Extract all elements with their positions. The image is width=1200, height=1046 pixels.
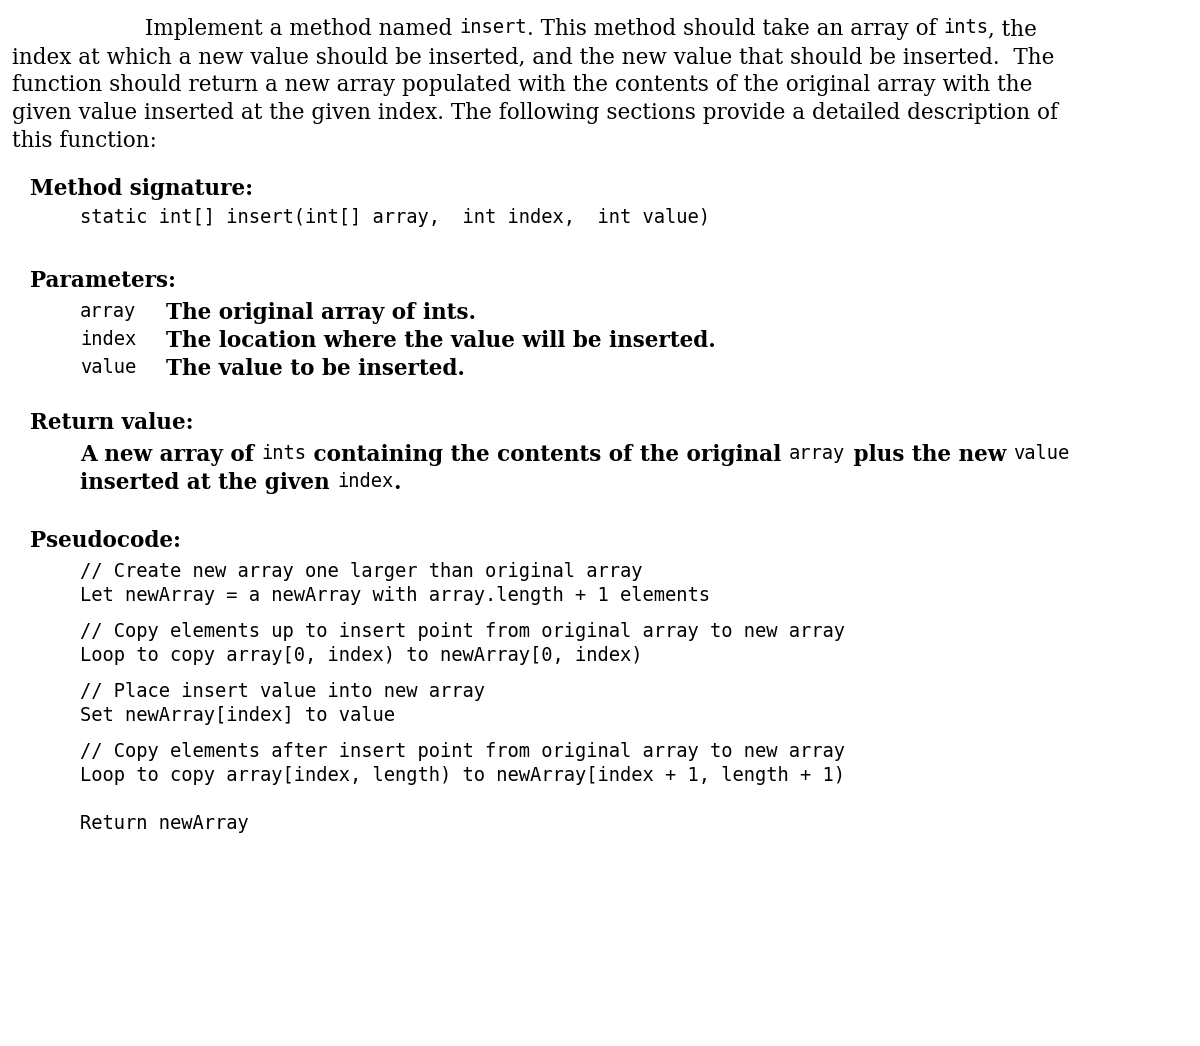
Text: inserted at the given: inserted at the given — [80, 472, 337, 494]
Text: Implement a method named: Implement a method named — [145, 18, 460, 40]
Text: Loop to copy array[index, length) to newArray[index + 1, length + 1): Loop to copy array[index, length) to new… — [80, 766, 845, 784]
Text: , the: , the — [988, 18, 1037, 40]
Text: containing the contents of the original: containing the contents of the original — [306, 444, 790, 467]
Text: ints: ints — [262, 444, 306, 463]
Text: Parameters:: Parameters: — [30, 270, 176, 292]
Text: array: array — [80, 302, 137, 321]
Text: // Place insert value into new array: // Place insert value into new array — [80, 682, 485, 701]
Text: index: index — [80, 329, 137, 349]
Text: Pseudocode:: Pseudocode: — [30, 530, 181, 552]
Text: The value to be inserted.: The value to be inserted. — [137, 358, 466, 380]
Text: // Create new array one larger than original array: // Create new array one larger than orig… — [80, 562, 642, 581]
Text: index at which a new value should be inserted, and the new value that should be : index at which a new value should be ins… — [12, 46, 1055, 68]
Text: index: index — [337, 472, 394, 491]
Text: ints: ints — [943, 18, 988, 37]
Text: insert: insert — [460, 18, 527, 37]
Text: A new array of: A new array of — [80, 444, 262, 467]
Text: // Copy elements up to insert point from original array to new array: // Copy elements up to insert point from… — [80, 622, 845, 641]
Text: this function:: this function: — [12, 130, 157, 152]
Text: value: value — [1013, 444, 1069, 463]
Text: Return value:: Return value: — [30, 412, 193, 434]
Text: Method signature:: Method signature: — [30, 178, 253, 200]
Text: .: . — [394, 472, 401, 494]
Text: . This method should take an array of: . This method should take an array of — [527, 18, 943, 40]
Text: value: value — [80, 358, 137, 377]
Text: static int[] insert(int[] array,  int index,  int value): static int[] insert(int[] array, int ind… — [80, 208, 710, 227]
Text: plus the new: plus the new — [846, 444, 1013, 467]
Text: // Copy elements after insert point from original array to new array: // Copy elements after insert point from… — [80, 742, 845, 761]
Text: given value inserted at the given index. The following sections provide a detail: given value inserted at the given index.… — [12, 103, 1058, 124]
Text: The location where the value will be inserted.: The location where the value will be ins… — [137, 329, 716, 353]
Text: Return newArray: Return newArray — [80, 814, 248, 833]
Text: function should return a new array populated with the contents of the original a: function should return a new array popul… — [12, 74, 1032, 96]
Text: Loop to copy array[0, index) to newArray[0, index): Loop to copy array[0, index) to newArray… — [80, 646, 642, 665]
Text: Let newArray = a newArray with array.length + 1 elements: Let newArray = a newArray with array.len… — [80, 586, 710, 605]
Text: The original array of ints.: The original array of ints. — [137, 302, 476, 324]
Text: array: array — [790, 444, 846, 463]
Text: Set newArray[index] to value: Set newArray[index] to value — [80, 706, 395, 725]
